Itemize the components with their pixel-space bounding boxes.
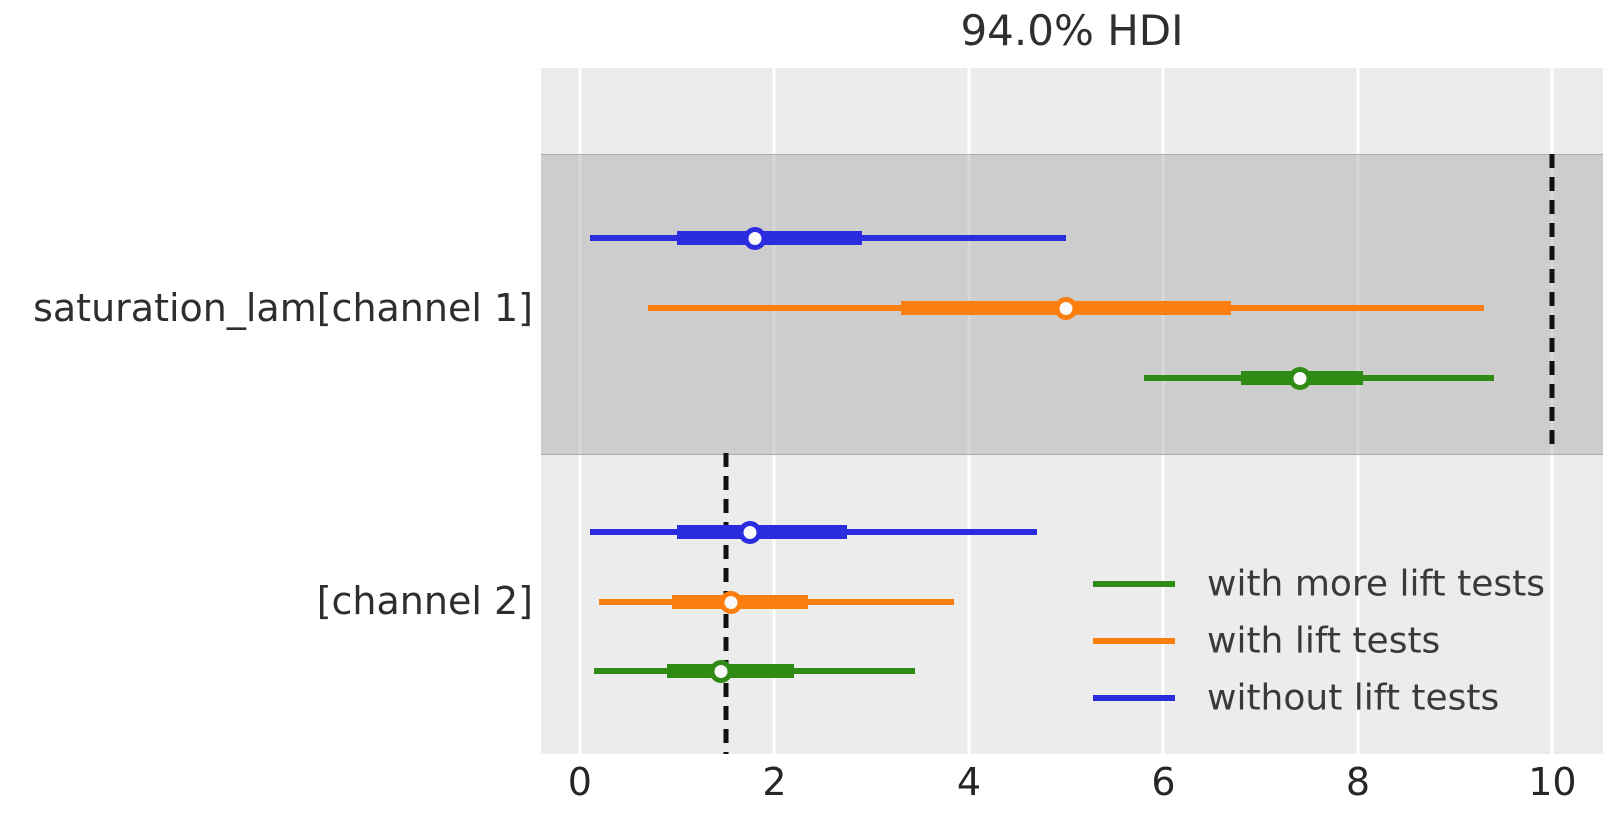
- gridline-x-6: [1161, 68, 1165, 754]
- median-marker-group-1-with-more-lift-tests: [1288, 367, 1312, 390]
- legend-label: without lift tests: [1207, 677, 1500, 719]
- reference-line-group-1: [1549, 154, 1555, 453]
- legend-line-swatch: [1093, 695, 1175, 701]
- gridline-x-0: [578, 68, 582, 754]
- plot-area: with more lift tests with lift tests witho…: [541, 68, 1603, 754]
- hdi50-line-group-1-without-lift-tests: [677, 231, 862, 245]
- x-tick-label-6: 6: [1151, 760, 1176, 804]
- legend-line-swatch: [1093, 581, 1175, 587]
- gridline-x-2: [772, 68, 776, 754]
- median-marker-group-2-with-lift-tests: [719, 591, 743, 614]
- group-label-channel-1: saturation_lam[channel 1]: [33, 286, 533, 330]
- group-label-channel-2: [channel 2]: [316, 579, 533, 623]
- chart-title: 94.0% HDI: [960, 6, 1184, 55]
- legend-label: with lift tests: [1207, 620, 1441, 662]
- median-marker-group-1-with-lift-tests: [1054, 297, 1078, 320]
- median-marker-group-2-with-more-lift-tests: [709, 660, 733, 683]
- legend-label: with more lift tests: [1207, 563, 1546, 605]
- gridline-x-4: [967, 68, 971, 754]
- legend-line-swatch: [1093, 638, 1175, 644]
- x-tick-label-0: 0: [567, 760, 592, 804]
- median-marker-group-1-without-lift-tests: [743, 227, 767, 250]
- x-tick-label-10: 10: [1528, 760, 1577, 804]
- x-tick-label-8: 8: [1345, 760, 1371, 804]
- hdi50-line-group-2-without-lift-tests: [677, 525, 848, 539]
- x-tick-label-2: 2: [762, 760, 787, 804]
- x-tick-label-4: 4: [956, 760, 981, 804]
- gridline-x-8: [1356, 68, 1360, 754]
- median-marker-group-2-without-lift-tests: [738, 521, 762, 544]
